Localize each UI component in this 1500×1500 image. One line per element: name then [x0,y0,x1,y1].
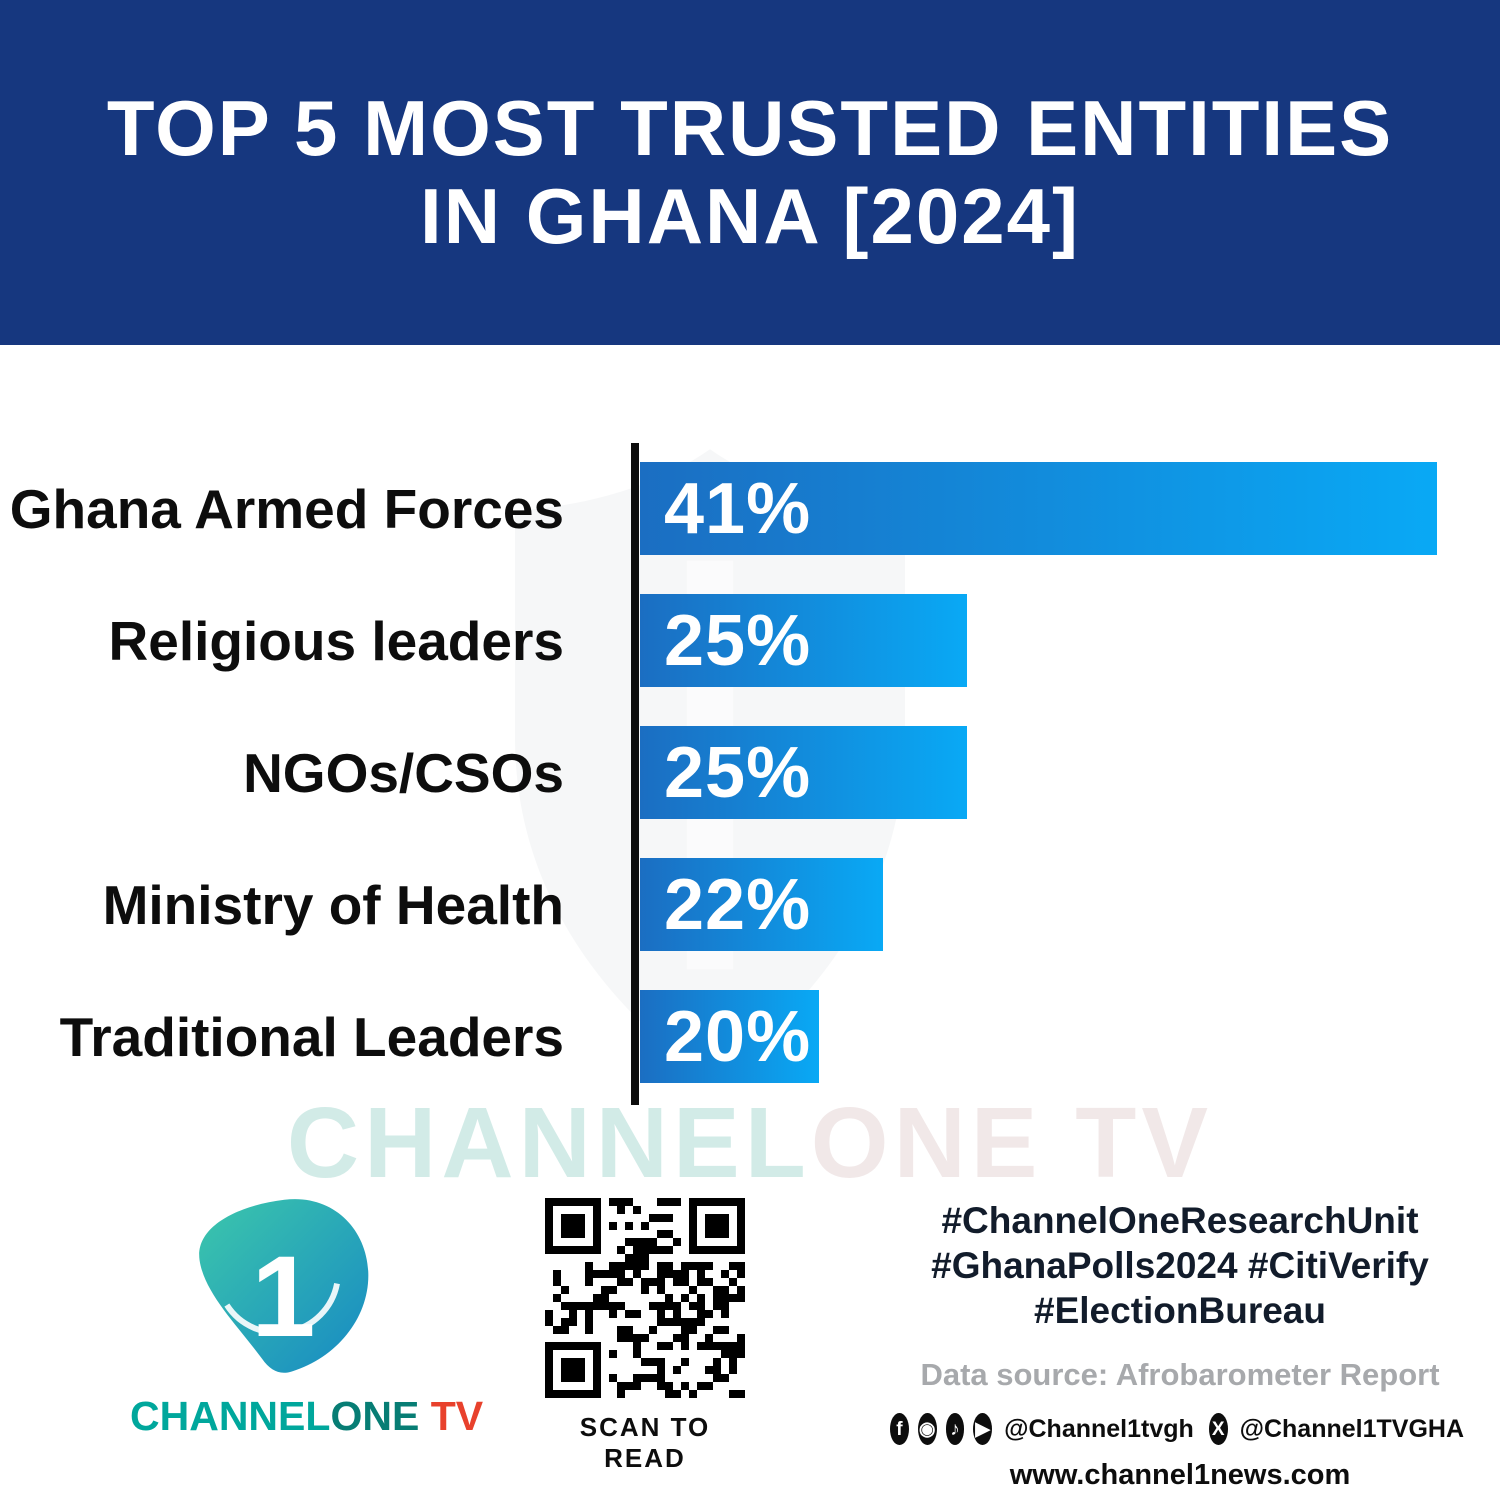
hashtags-line3: #ElectionBureau [1034,1290,1326,1332]
page-title-line1: TOP 5 MOST TRUSTED ENTITIES [106,84,1394,173]
bar-chart: Ghana Armed Forces 41% Religious leaders… [0,462,1500,1083]
category-label: Traditional Leaders [59,1005,564,1068]
category-label: Ministry of Health [102,873,564,936]
value-label: 25% [664,732,812,813]
youtube-icon: ▶ [973,1413,993,1446]
chart-row: Religious leaders 25% [0,594,1500,687]
social-row: f ◉ ♪ ▶ @Channel1tvgh X @Channel1TVGHA [890,1413,1470,1446]
logo-number: 1 [251,1233,315,1361]
category-label: NGOs/CSOs [243,741,564,804]
data-source: Data source: Afrobarometer Report [920,1357,1440,1393]
social-handle-2: @Channel1TVGHA [1239,1414,1464,1443]
bar-track: 25% [640,594,1437,687]
value-label: 41% [664,468,812,549]
chart-row: Traditional Leaders 20% [0,990,1500,1083]
value-label: 22% [664,864,812,945]
bar-track: 41% [640,462,1437,555]
bar: 22% [640,858,884,951]
brand-tv: TV [419,1393,484,1439]
bar: 20% [640,990,820,1083]
hashtags-line2: #GhanaPolls2024 #CitiVerify [931,1245,1429,1287]
watermark-part2: ONE TV [810,1087,1214,1199]
bar: 25% [640,726,967,819]
chart-row: Ministry of Health 22% [0,858,1500,951]
qr-caption: SCAN TO READ [579,1412,711,1473]
qr-block: SCAN TO READ [540,1198,750,1474]
facebook-icon: f [890,1413,909,1446]
value-label: 20% [664,996,812,1077]
y-axis-line [631,443,639,1105]
bar: 25% [640,594,967,687]
channel-one-logo-icon: 1 [198,1199,368,1373]
channel-one-logo-block: 1 CHANNELONE TV [130,1190,483,1440]
chart-row: Ghana Armed Forces 41% [0,462,1500,555]
website-url: www.channel1news.com [1009,1459,1351,1492]
brand-wordmark: CHANNELONE TV [130,1393,483,1440]
social-handle-1: @Channel1tvgh [1004,1414,1194,1443]
brand-one: ONE [330,1393,420,1439]
bar: 41% [640,462,1437,555]
value-label: 25% [664,600,812,681]
watermark-part1: CHANNEL [286,1087,811,1199]
background-watermark: CHANNELONE TV [0,1086,1500,1201]
tiktok-icon: ♪ [945,1413,965,1446]
header-banner: TOP 5 MOST TRUSTED ENTITIES IN GHANA [20… [0,0,1500,345]
chart-row: NGOs/CSOs 25% [0,726,1500,819]
bar-track: 25% [640,726,1437,819]
page-title-line2: IN GHANA [2024] [420,171,1080,260]
qr-code [545,1198,745,1398]
category-label: Religious leaders [108,609,564,672]
x-twitter-icon: X [1208,1413,1228,1446]
bar-track: 22% [640,858,1437,951]
bar-track: 20% [640,990,1437,1083]
category-label: Ghana Armed Forces [9,477,564,540]
instagram-icon: ◉ [917,1413,937,1446]
footer-info-block: #ChannelOneResearchUnit #GhanaPolls2024 … [890,1198,1470,1492]
hashtags-line1: #ChannelOneResearchUnit [941,1200,1419,1241]
brand-channel: CHANNEL [130,1393,331,1439]
